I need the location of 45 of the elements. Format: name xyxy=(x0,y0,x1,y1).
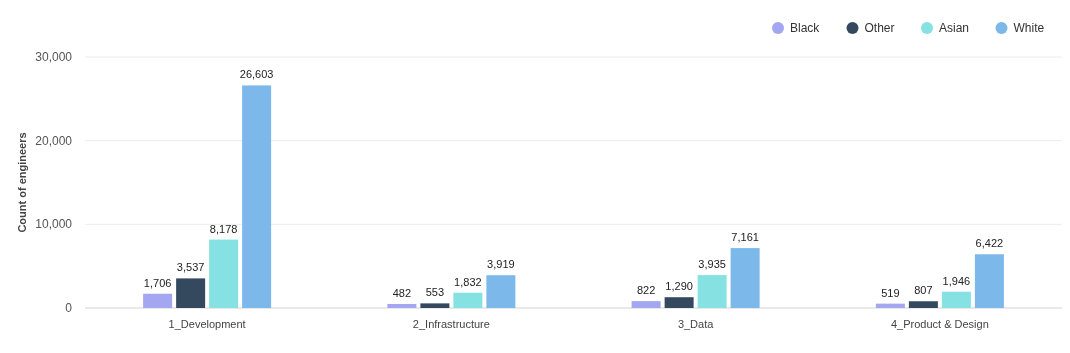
data-label: 807 xyxy=(914,284,933,297)
bar xyxy=(420,303,450,308)
x-tick-label: 4_Product & Design xyxy=(890,318,989,330)
data-label: 3,537 xyxy=(176,261,205,274)
bar xyxy=(143,293,173,308)
bar xyxy=(209,239,239,308)
x-tick-label: 1_Development xyxy=(168,318,246,330)
data-label: 1,946 xyxy=(942,274,971,287)
data-label: 1,706 xyxy=(143,276,172,289)
data-label: 822 xyxy=(636,284,656,297)
bar xyxy=(974,254,1004,308)
y-axis-title: Count of engineers xyxy=(16,132,28,233)
bar xyxy=(242,85,272,308)
data-label: 8,178 xyxy=(209,222,238,235)
data-label: 1,290 xyxy=(665,280,693,293)
data-label: 6,422 xyxy=(975,237,1004,250)
data-label: 519 xyxy=(881,286,900,299)
data-label: 3,935 xyxy=(698,258,726,271)
bar xyxy=(730,248,760,308)
bar xyxy=(664,297,694,308)
data-label: 7,161 xyxy=(731,231,759,244)
y-tick-label: 0 xyxy=(65,301,73,315)
legend-label: Asian xyxy=(939,21,970,35)
bar xyxy=(453,292,483,308)
y-tick-label: 10,000 xyxy=(35,217,73,232)
data-label: 1,832 xyxy=(454,275,482,288)
bar xyxy=(176,278,206,308)
bar xyxy=(631,301,661,308)
legend-label: Other xyxy=(864,21,895,35)
legend-label: Black xyxy=(790,21,821,35)
y-tick-label: 30,000 xyxy=(35,50,73,64)
bar xyxy=(875,303,905,308)
legend-label: White xyxy=(1013,21,1045,35)
bar xyxy=(486,275,516,308)
bar xyxy=(387,303,417,308)
bar xyxy=(908,301,938,308)
x-tick-label: 2_Infrastructure xyxy=(412,318,490,330)
y-tick-label: 20,000 xyxy=(35,133,73,148)
data-label: 553 xyxy=(425,286,445,299)
data-label: 26,603 xyxy=(239,68,274,81)
bar xyxy=(941,291,971,308)
bar xyxy=(697,275,727,308)
data-label: 482 xyxy=(392,286,412,299)
data-label: 3,919 xyxy=(487,258,515,271)
x-tick-label: 3_Data xyxy=(677,318,715,330)
